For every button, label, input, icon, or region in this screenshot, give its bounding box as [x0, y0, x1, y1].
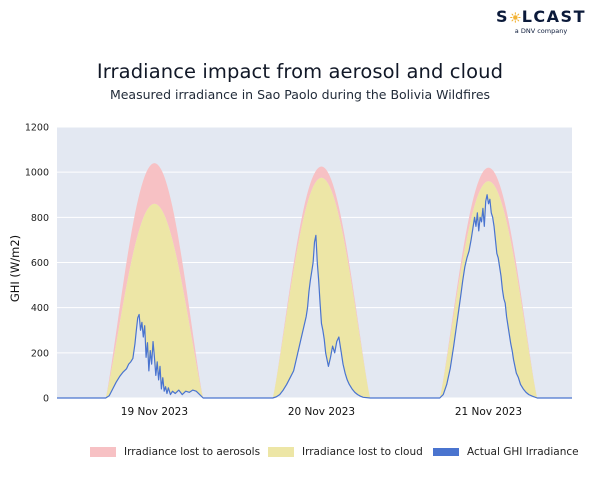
y-tick-label: 200 [31, 348, 49, 359]
legend-swatch-cloud [268, 447, 294, 457]
y-axis-label: GHI (W/m2) [8, 235, 22, 302]
logo-tagline: a DNV company [514, 27, 568, 35]
legend-label-actual: Actual GHI Irradiance [467, 446, 579, 458]
legend-item-cloud: Irradiance lost to cloud [268, 446, 423, 458]
legend-item-aerosols: Irradiance lost to aerosols [90, 446, 260, 458]
legend-swatch-actual [433, 448, 459, 456]
logo-text-right: LCAST [521, 7, 586, 26]
x-day-label: 19 Nov 2023 [121, 406, 188, 418]
logo-text-left: S [496, 7, 510, 26]
y-tick-label: 400 [31, 303, 49, 314]
y-tick-label: 0 [43, 394, 49, 405]
legend-label-cloud: Irradiance lost to cloud [302, 446, 423, 458]
logo-wordmark: S LCAST [496, 8, 586, 26]
x-day-label: 20 Nov 2023 [288, 406, 355, 418]
chart-legend: Irradiance lost to aerosols Irradiance l… [0, 446, 600, 466]
y-tick-label: 600 [31, 258, 49, 269]
legend-label-aerosols: Irradiance lost to aerosols [124, 446, 261, 458]
solcast-logo: S LCAST a DNV company [496, 8, 586, 36]
cloud-loss-area [272, 177, 371, 398]
cloud-loss-area [105, 203, 204, 398]
y-tick-label: 1000 [25, 168, 49, 179]
aerosol-loss-area [105, 163, 204, 398]
y-tick-label: 800 [31, 213, 49, 224]
cloud-loss-area [439, 181, 538, 398]
actual-ghi-line [57, 194, 572, 399]
y-tick-label: 1200 [25, 123, 49, 134]
chart-subtitle: Measured irradiance in Sao Paolo during … [109, 87, 491, 102]
chart-title: Irradiance impact from aerosol and cloud [96, 60, 504, 83]
legend-swatch-aerosols [90, 447, 116, 457]
legend-item-actual: Actual GHI Irradiance [433, 446, 579, 458]
sun-icon [510, 11, 521, 23]
x-day-label: 21 Nov 2023 [455, 406, 522, 418]
